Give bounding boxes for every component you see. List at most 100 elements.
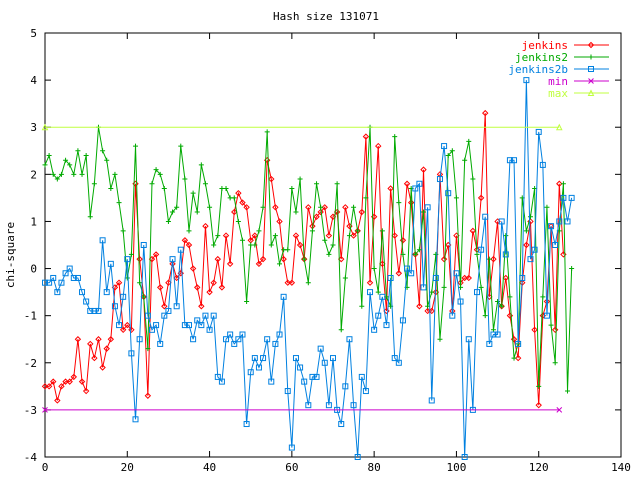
x-tick-label: 20 bbox=[121, 461, 134, 474]
axis-ticks: 0 20 40 60 80 100 120 140 -4 -3 -2 -1 0 1 2 3 4 5 bbox=[24, 27, 631, 474]
point-jenkins2b bbox=[66, 265, 73, 272]
point-jenkins bbox=[251, 232, 259, 239]
y-tick-label: -3 bbox=[24, 404, 37, 417]
point-jenkins bbox=[161, 303, 168, 310]
point-jenkins2 bbox=[338, 327, 344, 333]
point-jenkins bbox=[325, 232, 333, 239]
point-jenkins2b bbox=[309, 373, 316, 380]
point-jenkins bbox=[152, 251, 160, 258]
point-jenkins2b bbox=[46, 279, 53, 286]
point-jenkins2 bbox=[207, 204, 213, 210]
point-jenkins bbox=[144, 392, 152, 399]
point-jenkins2 bbox=[466, 138, 472, 144]
point-jenkins2 bbox=[297, 176, 303, 182]
point-jenkins2 bbox=[322, 237, 328, 243]
x-tick-label: 80 bbox=[368, 461, 381, 474]
point-jenkins2b bbox=[350, 402, 357, 409]
point-jenkins bbox=[403, 180, 411, 187]
x-tick-label: 100 bbox=[446, 461, 466, 474]
point-jenkins2b bbox=[527, 256, 534, 263]
point-jenkins2 bbox=[190, 190, 196, 196]
point-jenkins2 bbox=[453, 195, 459, 201]
point-jenkins bbox=[206, 288, 213, 296]
legend-marker bbox=[588, 54, 594, 60]
point-jenkins2 bbox=[359, 303, 365, 309]
point-jenkins bbox=[124, 321, 131, 329]
point-jenkins2b bbox=[210, 312, 217, 319]
series-jenkins2b bbox=[42, 77, 575, 460]
legend-marker bbox=[587, 41, 595, 49]
point-jenkins2 bbox=[523, 228, 529, 234]
point-jenkins2b bbox=[556, 218, 563, 225]
chart-title: Hash size 131071 bbox=[273, 10, 379, 23]
point-jenkins2 bbox=[437, 336, 443, 342]
point-jenkins bbox=[99, 364, 106, 371]
point-max bbox=[41, 123, 49, 131]
point-jenkins bbox=[214, 255, 222, 263]
point-jenkins2 bbox=[235, 218, 241, 224]
point-jenkins2b bbox=[247, 369, 254, 376]
point-jenkins2b bbox=[490, 331, 497, 338]
y-tick-label: 0 bbox=[30, 263, 37, 276]
point-jenkins2 bbox=[536, 383, 542, 389]
point-jenkins2b bbox=[474, 289, 480, 296]
point-jenkins2 bbox=[490, 327, 496, 333]
point-jenkins2b bbox=[243, 421, 250, 428]
point-jenkins2 bbox=[153, 167, 159, 173]
point-jenkins bbox=[194, 284, 201, 291]
point-jenkins2b bbox=[223, 336, 230, 343]
point-jenkins2 bbox=[486, 256, 492, 262]
series-jenkins bbox=[41, 109, 567, 409]
point-jenkins2b bbox=[424, 204, 431, 211]
legend-label: max bbox=[548, 87, 568, 100]
point-jenkins bbox=[185, 241, 193, 249]
point-jenkins2b bbox=[144, 312, 151, 319]
point-jenkins2b bbox=[560, 194, 567, 201]
point-jenkins2b bbox=[42, 279, 48, 286]
legend-label: jenkins2 bbox=[515, 51, 568, 64]
point-jenkins2b bbox=[552, 242, 559, 248]
point-jenkins bbox=[317, 208, 324, 216]
point-jenkins2b bbox=[284, 388, 291, 395]
point-jenkins2 bbox=[552, 360, 558, 366]
point-jenkins2b bbox=[157, 340, 164, 347]
point-jenkins bbox=[82, 387, 90, 395]
point-jenkins2 bbox=[416, 247, 422, 253]
point-jenkins2 bbox=[244, 299, 250, 305]
legend-entry-jenkins2: jenkins2 bbox=[515, 51, 609, 64]
legend-label: jenkins bbox=[522, 39, 568, 52]
point-jenkins2 bbox=[83, 152, 89, 158]
point-jenkins2 bbox=[260, 204, 266, 210]
point-jenkins2b bbox=[181, 322, 188, 329]
point-min bbox=[42, 407, 48, 413]
point-jenkins2b bbox=[50, 274, 57, 281]
point-jenkins2b bbox=[453, 270, 460, 277]
point-jenkins2 bbox=[71, 171, 77, 177]
point-jenkins2b bbox=[251, 355, 258, 362]
point-jenkins2b bbox=[186, 322, 192, 329]
point-jenkins2b bbox=[317, 345, 324, 352]
point-jenkins2 bbox=[145, 346, 151, 352]
point-jenkins2 bbox=[560, 181, 566, 187]
point-jenkins2 bbox=[412, 251, 418, 257]
point-jenkins2b bbox=[428, 397, 435, 404]
point-jenkins bbox=[74, 336, 82, 343]
point-jenkins2 bbox=[507, 294, 513, 300]
point-jenkins bbox=[469, 227, 477, 235]
point-jenkins bbox=[272, 204, 279, 211]
series-line-jenkins2b bbox=[45, 80, 573, 458]
point-jenkins2b bbox=[478, 246, 485, 253]
point-jenkins2b bbox=[523, 77, 530, 84]
point-jenkins2b bbox=[153, 322, 160, 329]
point-jenkins2 bbox=[449, 148, 455, 154]
point-jenkins bbox=[342, 204, 349, 211]
point-jenkins2 bbox=[58, 171, 64, 177]
point-jenkins2b bbox=[140, 242, 147, 248]
point-jenkins2b bbox=[231, 340, 238, 347]
point-jenkins2b bbox=[132, 416, 139, 423]
point-jenkins2b bbox=[548, 223, 555, 230]
point-jenkins bbox=[128, 326, 135, 334]
point-jenkins2 bbox=[396, 200, 402, 206]
point-jenkins2b bbox=[255, 364, 262, 371]
